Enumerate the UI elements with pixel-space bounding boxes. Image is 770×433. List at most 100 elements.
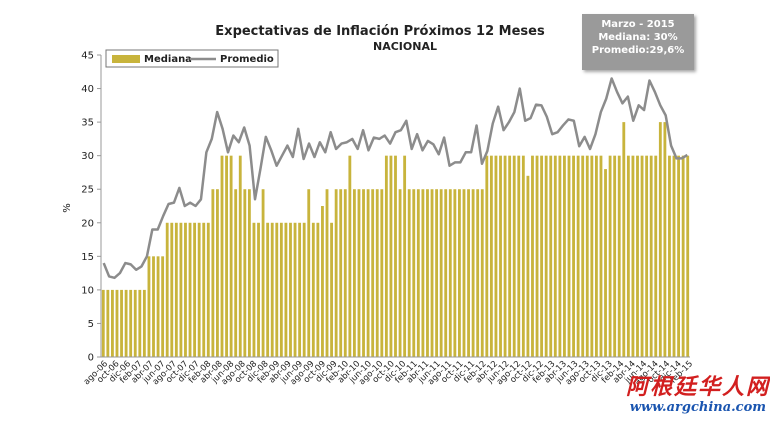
mediana-bar [106,289,110,357]
mediana-bar [371,189,375,357]
mediana-bar [174,222,178,357]
mediana-bar [156,256,160,357]
mediana-bar [184,222,187,357]
mediana-bar [622,122,626,357]
mediana-bar [649,155,653,357]
mediana-bar [375,189,379,357]
mediana-bar [558,155,562,357]
mediana-bar [252,222,256,357]
mediana-bar [599,155,603,357]
mediana-bar [549,155,553,357]
mediana-bar [403,155,407,357]
mediana-bar [526,175,530,357]
y-axis-label: % [62,203,73,213]
mediana-bar [316,222,320,357]
mediana-bar [275,222,279,357]
y-tick-label: 35 [81,118,94,129]
mediana-bar [220,155,224,357]
mediana-bar [284,222,288,357]
mediana-bar [179,222,183,357]
mediana-bar [658,122,662,357]
mediana-bar [458,189,461,357]
mediana-bar [462,189,466,357]
mediana-bar [339,189,343,357]
promedio-line [102,77,688,280]
mediana-bars [101,122,690,357]
mediana-bar [357,189,361,357]
mediana-bar [439,189,443,357]
mediana-bar [426,189,429,357]
mediana-bar [640,155,644,357]
mediana-bar [325,189,329,357]
mediana-bar [567,155,571,357]
mediana-bar [362,189,365,357]
mediana-bar [389,155,393,357]
mediana-bar [380,189,384,357]
mediana-bar [289,222,292,357]
mediana-bar [243,189,247,357]
y-tick-label: 0 [88,353,94,364]
mediana-bar [197,222,201,357]
mediana-bar [608,155,612,357]
mediana-bar [234,189,238,357]
mediana-bar [302,222,306,357]
mediana-bar [535,155,539,357]
mediana-bar [394,155,397,357]
y-tick-label: 10 [81,285,94,296]
mediana-bar [257,222,260,357]
y-tick-label: 45 [81,51,94,62]
mediana-bar [631,155,635,357]
mediana-bar [124,289,128,357]
y-tick-label: 5 [88,319,94,330]
x-axis: ago-06oct-06dic-06feb-07abr-07jun-07ago-… [82,356,695,387]
mediana-bar [270,222,274,357]
mediana-bar [585,155,589,357]
mediana-bar [152,256,155,357]
legend-promedio-label: Promedio [220,54,274,65]
mediana-bar [211,189,215,357]
mediana-bar [485,155,489,357]
mediana-bar [512,155,516,357]
legend-mediana-swatch [112,55,140,63]
mediana-bar [293,222,297,357]
mediana-bar [572,155,575,357]
mediana-bar [444,189,448,357]
mediana-bar [311,222,315,357]
mediana-bar [334,189,338,357]
mediana-bar [531,155,534,357]
mediana-bar [645,155,649,357]
mediana-bar [476,189,480,357]
mediana-bar [503,155,507,357]
mediana-bar [193,222,197,357]
mediana-bar [416,189,420,357]
mediana-bar [352,189,356,357]
summary-period: Marzo - 2015 [601,19,675,30]
mediana-bar [384,155,388,357]
summary-box: Marzo - 2015 Mediana: 30% Promedio:29,6% [582,14,694,70]
summary-promedio: Promedio:29,6% [591,45,685,56]
chart-subtitle: NACIONAL [373,40,437,53]
y-tick-label: 40 [81,84,94,95]
mediana-bar [407,189,411,357]
mediana-bar [216,189,219,357]
mediana-bar [594,155,598,357]
mediana-bar [111,289,114,357]
mediana-bar [563,155,566,357]
mediana-bar [421,189,425,357]
mediana-bar [581,155,585,357]
mediana-bar [115,289,119,357]
watermark-chinese: 阿根廷华人网 [625,374,770,400]
y-tick-label: 20 [81,218,94,229]
mediana-bar [435,189,439,357]
mediana-bar [672,155,676,357]
legend-mediana-label: Mediana [144,54,192,65]
mediana-bar [681,155,685,357]
mediana-bar [517,155,521,357]
mediana-bar [398,189,402,357]
y-tick-label: 25 [81,185,94,196]
mediana-bar [307,189,311,357]
mediana-bar [686,155,690,357]
mediana-bar [266,222,270,357]
chart-title: Expectativas de Inflación Próximos 12 Me… [215,24,545,39]
